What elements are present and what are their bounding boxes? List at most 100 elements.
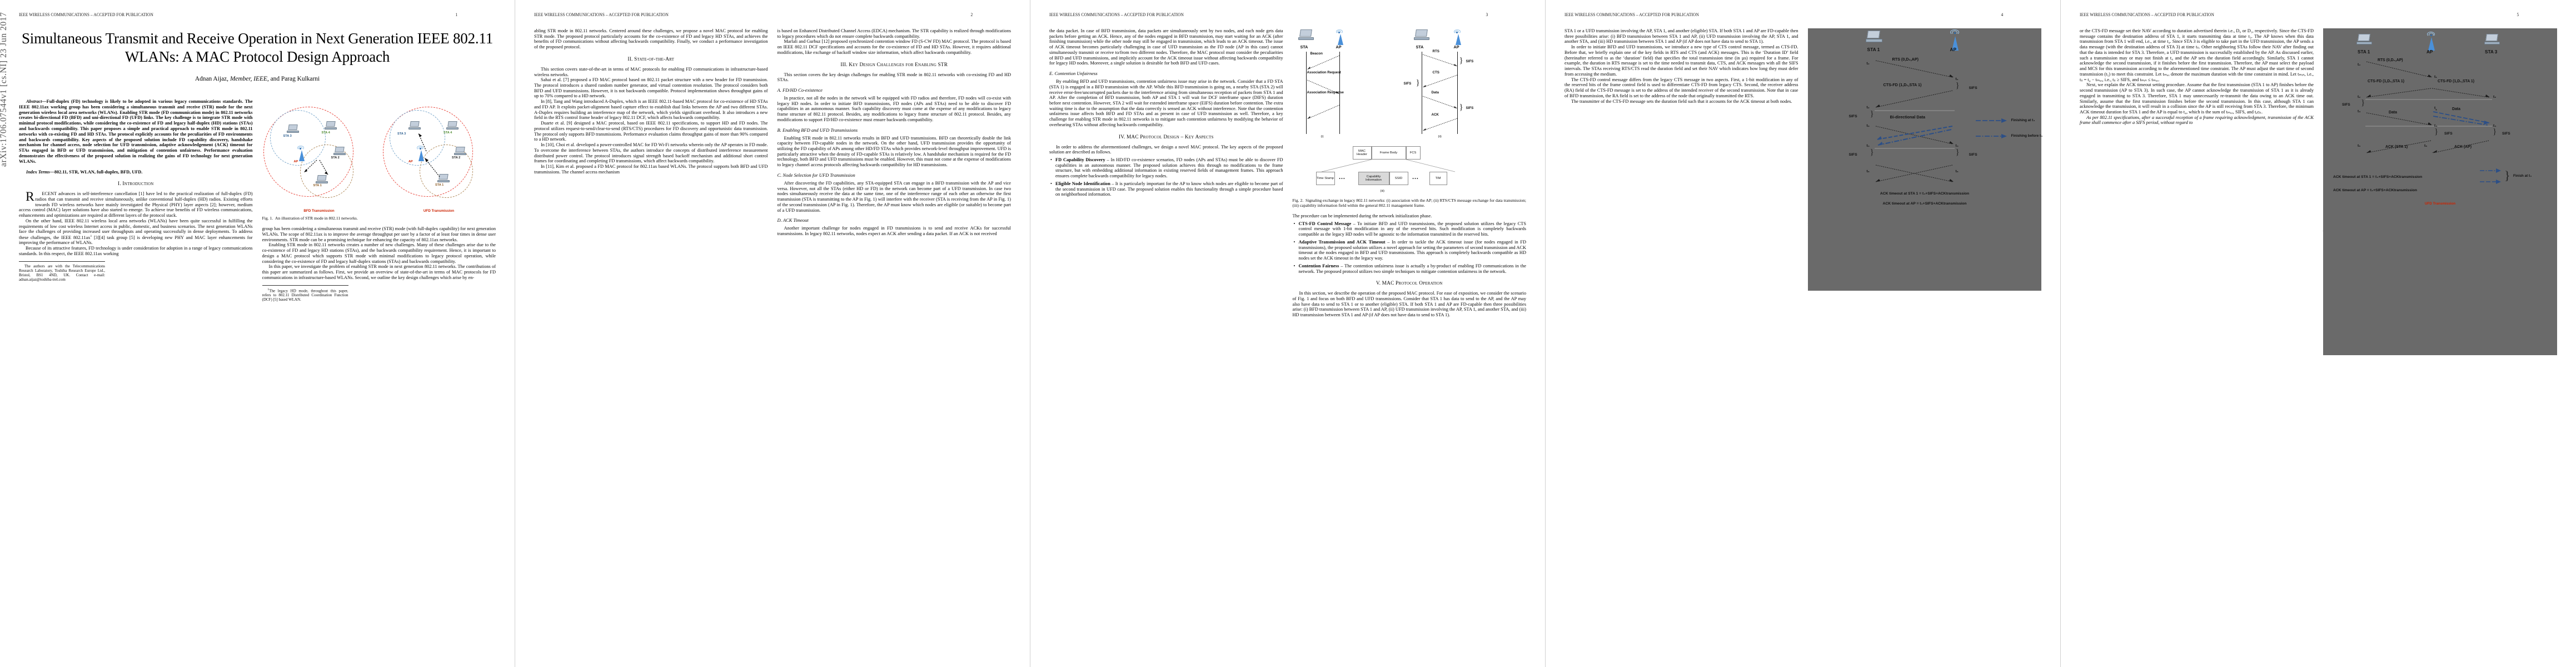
laptop-icon-sta1-ufd	[2356, 34, 2372, 44]
p5c1-p1: or the CTS-FD message set their NAV acco…	[2080, 28, 2314, 82]
bullet-head-4: Adaptive Transmission and ACK Timeout	[1298, 239, 1386, 245]
page4-col2: STA 1 AP	[1807, 28, 2042, 291]
bullet-head-2: Eligible Node Identification	[1055, 181, 1110, 186]
bullet-body-2: – It is particularly important for the A…	[1055, 181, 1283, 197]
lifeline-ap-ufd	[2323, 137, 2557, 246]
figure-3-bfd-eq1: ACK timeout at STA 1 = t₄+SIFS+ACKtransm…	[1880, 192, 1970, 196]
figure-2-ii-messages	[1422, 54, 1457, 131]
page5-col1: or the CTS-FD message set their NAV acco…	[2080, 28, 2314, 313]
coverage-circle-blue-2	[390, 109, 445, 166]
running-head-5: IEEE WIRELESS COMMUNICATIONS – ACCEPTED …	[2080, 12, 2519, 17]
subheading-contention-unfairness: E. Contention Unfairness	[1049, 71, 1098, 77]
antenna-icon-ap-ufd	[2426, 31, 2437, 51]
page3-col1: the data packet. In case of BFD transmis…	[1049, 28, 1283, 318]
frame-field-tim: TIM	[1429, 172, 1447, 185]
figure-2-caption: Fig. 2. Signaling exchange in legacy 802…	[1293, 198, 1527, 208]
figure-3-ufd-t0: t₀	[2358, 63, 2361, 67]
bullet-head-1: FD Capability Discovery	[1055, 157, 1105, 162]
p3c2-p2: In this section, we describe the operati…	[1292, 291, 1527, 318]
label-sta2-2: STA 2	[452, 156, 461, 160]
coverage-circle-blue	[270, 109, 326, 166]
figure-3-bfd-sifs-1: SIFS	[1969, 86, 1977, 90]
label-ap-2: AP	[408, 160, 413, 163]
laptop-icon-sta1-bfd	[1865, 31, 1882, 42]
author-line: Adnan Aijaz, Member, IEEE, and Parag Kul…	[19, 76, 496, 82]
laptop-sta3	[286, 124, 299, 133]
intro-paragraph-2: On the other hand, IEEE 802.11 wireless …	[19, 218, 253, 246]
figure-3-ufd-cts2: CTS-FD (1,D₁,STA 1)	[2438, 79, 2475, 83]
figure-3-bfd-canvas: STA 1 AP	[1807, 28, 2042, 291]
index-terms-lead: Index Terms—	[26, 169, 54, 175]
brace-bfd-sifs-2: }	[1870, 109, 1874, 118]
figure-3-ufd-cts1: CTS-FD (1,D₁,STA 1)	[2368, 79, 2405, 83]
figure-3-ufd-data-right: Data	[2452, 107, 2460, 111]
drop-cap: R	[26, 190, 34, 205]
figure-3-bfd-sifs-3: SIFS	[1848, 153, 1857, 157]
label-sta2: STA 2	[331, 156, 340, 160]
coverage-circle-brown-2	[420, 144, 473, 198]
figure-2-ii-msg-rts: RTS	[1432, 49, 1439, 53]
p3c2-p1: The procedure can be implemented during …	[1292, 213, 1432, 218]
laptop-sta2	[333, 146, 346, 155]
p2c1-p7: In [11], Kim et al. proposed a FD MAC pr…	[534, 164, 768, 175]
bullet-cts-fd-control-message: CTS-FD Control Message – To initiate BFD…	[1294, 221, 1527, 237]
figure-2-ii-tag: (ii)	[1438, 135, 1442, 138]
figure-2-ii-sta-label: STA	[1416, 44, 1424, 49]
intro-paragraph-3: Because of its attractive features, FD t…	[19, 246, 253, 256]
subheading-enabling-bfd-ufd: B. Enabling BFD and UFD Transmissions	[777, 127, 858, 133]
figure-2-i-sta-label: STA	[1300, 44, 1308, 49]
lifeline-sta3-ufd	[2323, 246, 2557, 355]
figure-3-ufd-eq2: ACK timeout at AP = t₄+SIFS+ACKtransmiss…	[2333, 188, 2417, 192]
figure-3-ufd-eq1: ACK timeout at STA 1 = t₄+SIFS+ACKtransm…	[2333, 175, 2423, 179]
section-heading-design: IV. MAC Protocol Design – Key Aspects	[1118, 134, 1214, 140]
p2c2-p3: This section covers the key design chall…	[777, 72, 1012, 83]
figure-3-bfd-t4-right: t₄	[1955, 144, 1959, 148]
running-head-4: IEEE WIRELESS COMMUNICATIONS – ACCEPTED …	[1564, 12, 2003, 17]
p2c2-p2: Marlali and Gurbuz [12] proposed synchro…	[777, 39, 1012, 55]
index-terms-body: 802.11, STR, WLAN, full-duplex, BFD, UFD…	[54, 169, 143, 175]
design-bullets-col1: FD Capability Discovery – In HD/FD co-ex…	[1049, 157, 1283, 197]
antenna-icon-ap-i	[1335, 28, 1344, 45]
frame-field-frame-body: Frame Body	[1371, 146, 1406, 160]
figure-2-canvas: STA AP Be	[1293, 28, 1527, 195]
figure-2-ii-sifs-2: SIFS	[1403, 82, 1412, 86]
p5c1-p3-italic: As per 802.11 specifications, after a su…	[2080, 115, 2314, 126]
lifeline-ap-ii	[1457, 52, 1458, 134]
figure-3-bfd-legend-lines	[1975, 118, 2007, 138]
label-sta3: STA 3	[283, 134, 292, 138]
figure-3-bfd-data: Bi-directional Data	[1890, 115, 1926, 120]
page1-col2-p1: group has been considering a simultaneou…	[262, 226, 496, 242]
figure-3-bfd-t3: t₃	[1866, 124, 1870, 128]
laptop-sta4	[324, 121, 337, 130]
figure-3-ufd-sifs-2: SIFS	[2444, 132, 2453, 136]
figure-1-label: Fig. 1.	[262, 216, 273, 221]
figure-3-ufd-rts: RTS (0,D₀,AP)	[2378, 58, 2403, 62]
bullet-body-3: – To initiate BFD and UFD transmissions,…	[1298, 221, 1527, 237]
figure-3-left: STA 1 AP	[1807, 28, 2042, 291]
figure-3-ufd-ts: ts	[2434, 106, 2437, 111]
bullet-body-1: – In HD/FD co-existence scenarios, FD no…	[1055, 157, 1283, 179]
ellipsis-icon-right: • • •	[1412, 177, 1418, 181]
coverage-circle-red-2	[383, 106, 473, 197]
laptop-icon-sta-ii	[1413, 29, 1429, 40]
section-heading-sota: II. State-of-the-Art	[627, 56, 675, 62]
p2c2-p5: Enabling STR mode in 802.11 networks res…	[777, 135, 1012, 168]
running-head-text: IEEE WIRELESS COMMUNICATIONS – ACCEPTED …	[19, 12, 153, 17]
figure-3-bfd-t5-right: t₅	[1955, 170, 1959, 173]
label-sta1-2: STA 1	[435, 183, 444, 187]
antenna-icon-ap-ii	[1453, 28, 1462, 45]
figure-3-ufd-t4-ap: t₄	[2434, 124, 2438, 128]
bullet-head-5: Contention Fairness	[1298, 263, 1339, 268]
page-3: IEEE WIRELESS COMMUNICATIONS – ACCEPTED …	[1030, 0, 1546, 667]
brace-sifs-2: }	[1416, 78, 1420, 87]
p5c1-p3: As per 802.11 specifications, after a su…	[2080, 115, 2314, 126]
figure-2-ii-msg-cts: CTS	[1432, 71, 1439, 74]
p4c1-p3: The CTS-FD control message differs from …	[1564, 77, 1798, 98]
frame-field-time-stamp: Time Stamp	[1316, 172, 1335, 185]
figure-2-i-tag: (i)	[1321, 135, 1324, 138]
figure-2-ii-msg-ack: ACK	[1431, 113, 1439, 117]
brace-bfd-sifs-3: }	[1870, 148, 1874, 157]
label-ap: AP	[293, 160, 298, 163]
footnote-text: The authors are with the Telecommunicati…	[19, 263, 105, 282]
figure-3-ufd-t2-right: t₂	[2493, 95, 2497, 99]
